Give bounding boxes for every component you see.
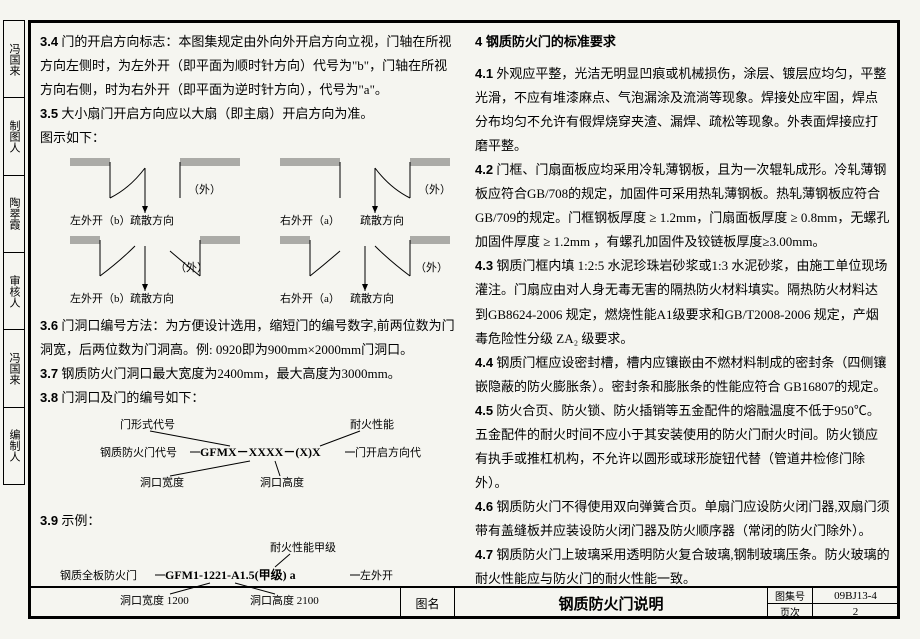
door-diagram-left-single: （外） 左外开（b） 疏散方向 bbox=[70, 158, 240, 228]
svg-text:（外）: （外） bbox=[418, 183, 450, 196]
sec4-title: 4 钢质防火门的标准要求 bbox=[475, 30, 890, 54]
tb-name-label: 图名 bbox=[400, 588, 455, 618]
sec-num: 4.3 bbox=[475, 258, 493, 273]
svg-text:GFMX－XXXX－(X)X: GFMX－XXXX－(X)X bbox=[200, 445, 321, 459]
sec-text: 外观应平整，光洁无明显凹痕或机械损伤，涂层、镀层应均匀，平整光滑，不应有堆漆麻点… bbox=[475, 66, 886, 153]
code-tree-1: 门形式代号 耐火性能 钢质防火门代号 GFMX－XXXX－(X)X 门开启方向代… bbox=[100, 416, 455, 502]
svg-text:钢质防火门代号: 钢质防火门代号 bbox=[100, 445, 177, 459]
sec-num: 4.2 bbox=[475, 162, 493, 177]
svg-text:门形式代号: 门形式代号 bbox=[120, 417, 175, 431]
sec-text: 大小扇门开启方向应以大扇（即主扇）开启方向为准。 bbox=[61, 106, 373, 121]
svg-text:右外开（a）: 右外开（a） bbox=[280, 213, 340, 227]
left-column: 3.4 门的开启方向标志：本图集规定由外向外开启方向立视，门轴在所视方向左侧时，… bbox=[40, 30, 465, 579]
sec-num: 3.6 bbox=[40, 318, 58, 333]
sec-num: 4.1 bbox=[475, 66, 493, 81]
sec-text: 示例： bbox=[61, 513, 100, 528]
svg-text:（外）: （外） bbox=[175, 261, 208, 274]
sec-num: 3.9 bbox=[40, 513, 58, 528]
set-code-label: 图集号 bbox=[768, 588, 813, 603]
svg-text:钢质全板防火门: 钢质全板防火门 bbox=[60, 568, 137, 582]
side-label: 审核人 bbox=[3, 252, 25, 329]
sec-text: 钢质防火门不得使用双向弹簧合页。单扇门应设防火闭门器,双扇门须带有盖缝板并应装设… bbox=[475, 499, 890, 538]
svg-text:左外开（b）: 左外开（b） bbox=[70, 292, 131, 305]
sec-text: 钢质门框内填 1:2:5 水泥珍珠岩砂浆或1:3 水泥砂浆，由施工单位现场灌注。… bbox=[475, 258, 887, 345]
sec-text: 防火合页、防火锁、防火插销等五金配件的熔融温度不低于950℃。五金配件的耐火时间… bbox=[475, 403, 880, 490]
signature-block: 冯国来 制图人 陶翠霞 审核人 冯国来 编制人 bbox=[3, 20, 25, 485]
sec-text: 钢质防火门洞口最大宽度为2400mm，最大高度为3000mm。 bbox=[61, 366, 400, 381]
side-label: 编制人 bbox=[3, 407, 25, 485]
svg-text:疏散方向: 疏散方向 bbox=[130, 291, 174, 305]
sec-text: 门框、门扇面板应均采用冷轧薄钢板，且为一次辊轧成形。冷轧薄钢板应符合GB/708… bbox=[475, 162, 889, 249]
drawing-title: 钢质防火门说明 bbox=[455, 588, 768, 618]
side-label: 制图人 bbox=[3, 97, 25, 174]
svg-text:洞口高度: 洞口高度 bbox=[260, 475, 304, 489]
sec-num: 4.7 bbox=[475, 547, 493, 562]
svg-text:门开启方向代: 门开启方向代 bbox=[355, 445, 421, 459]
svg-text:耐火性能甲级: 耐火性能甲级 bbox=[270, 540, 336, 554]
fig-intro: 图示如下： bbox=[40, 126, 455, 150]
sec-text: 门洞口编号方法：为方便设计选用，缩短门的编号数字,前两位数为门洞宽，后两位数为门… bbox=[40, 318, 455, 357]
svg-text:洞口宽度: 洞口宽度 bbox=[140, 475, 184, 489]
svg-text:GFM1-1221-A1.5(甲级) a: GFM1-1221-A1.5(甲级) a bbox=[165, 567, 296, 582]
sec-text: 钢质防火门上玻璃采用透明防火复合玻璃,钢制玻璃压条。防火玻璃的耐火性能应与防火门… bbox=[475, 547, 890, 586]
sec-num: 3.8 bbox=[40, 390, 58, 405]
svg-text:疏散方向: 疏散方向 bbox=[350, 291, 394, 305]
door-diagram-left-double: （外） 左外开（b） 疏散方向 bbox=[70, 236, 240, 306]
door-diagram-right-double: （外） 右外开（a） 疏散方向 bbox=[280, 236, 450, 306]
side-label: 冯国来 bbox=[3, 329, 25, 406]
set-code: 09BJ13-4 bbox=[813, 588, 898, 603]
page-label: 页次 bbox=[768, 604, 813, 619]
sec-text: 门的开启方向标志：本图集规定由外向外开启方向立视，门轴在所视方向左侧时，为左外开… bbox=[40, 34, 451, 97]
title-block: 图名 钢质防火门说明 图集号 09BJ13-4 页次 2 bbox=[30, 586, 898, 618]
sec-text: 钢质门框应设密封槽，槽内应镶嵌由不燃材料制成的密封条（四侧镶嵌隐蔽的防火膨胀条）… bbox=[475, 355, 886, 394]
page-number: 2 bbox=[813, 604, 898, 619]
svg-text:疏散方向: 疏散方向 bbox=[130, 213, 174, 227]
svg-text:（外）: （外） bbox=[415, 261, 448, 274]
sec-num: 3.5 bbox=[40, 106, 58, 121]
sec-num: 4.4 bbox=[475, 355, 493, 370]
sec-num: 3.7 bbox=[40, 366, 58, 381]
svg-text:耐火性能: 耐火性能 bbox=[350, 417, 394, 431]
svg-text:左外开: 左外开 bbox=[360, 569, 393, 582]
side-label: 冯国来 bbox=[3, 20, 25, 97]
right-column: 4 钢质防火门的标准要求 4.1 外观应平整，光洁无明显凹痕或机械损伤，涂层、镀… bbox=[465, 30, 890, 579]
svg-text:右外开（a）: 右外开（a） bbox=[280, 291, 340, 305]
side-label: 陶翠霞 bbox=[3, 175, 25, 252]
sec-num: 3.4 bbox=[40, 34, 58, 49]
sec-text: 门洞口及门的编号如下： bbox=[61, 390, 204, 405]
svg-text:左外开（b）: 左外开（b） bbox=[70, 214, 131, 227]
svg-text:疏散方向: 疏散方向 bbox=[360, 213, 404, 227]
svg-text:（外）: （外） bbox=[188, 183, 221, 196]
door-diagram-right-single: （外） 右外开（a） 疏散方向 bbox=[280, 158, 450, 228]
sec-num: 4.6 bbox=[475, 499, 493, 514]
sec-num: 4.5 bbox=[475, 403, 493, 418]
